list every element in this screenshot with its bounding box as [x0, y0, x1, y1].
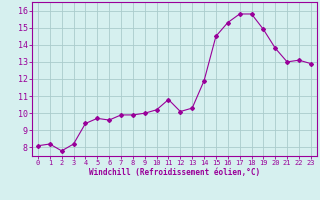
X-axis label: Windchill (Refroidissement éolien,°C): Windchill (Refroidissement éolien,°C) — [89, 168, 260, 177]
